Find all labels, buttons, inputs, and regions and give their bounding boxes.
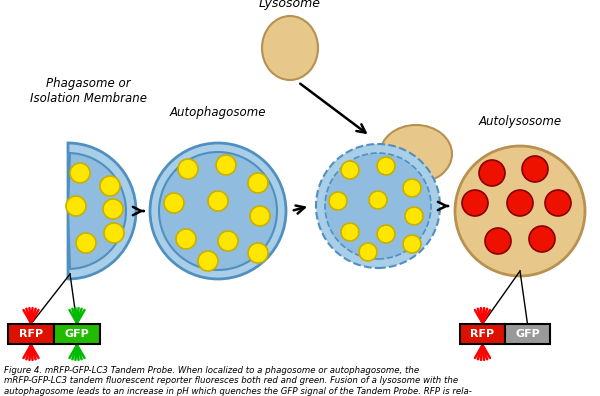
Circle shape <box>164 193 184 213</box>
Circle shape <box>325 153 431 259</box>
Text: GFP: GFP <box>515 329 540 339</box>
Circle shape <box>341 223 359 241</box>
Text: Autophagosome: Autophagosome <box>170 106 266 119</box>
Ellipse shape <box>262 16 318 80</box>
Circle shape <box>462 190 488 216</box>
Circle shape <box>218 231 238 251</box>
Wedge shape <box>68 143 136 279</box>
FancyBboxPatch shape <box>460 324 505 344</box>
Text: RFP: RFP <box>19 329 43 339</box>
Circle shape <box>70 163 90 183</box>
Wedge shape <box>68 153 126 269</box>
Circle shape <box>403 235 421 253</box>
Circle shape <box>216 155 236 175</box>
Circle shape <box>522 156 548 182</box>
Circle shape <box>405 207 423 225</box>
Circle shape <box>248 173 268 193</box>
Circle shape <box>341 161 359 179</box>
Circle shape <box>507 190 533 216</box>
FancyBboxPatch shape <box>8 324 54 344</box>
FancyBboxPatch shape <box>505 324 550 344</box>
Text: Figure 4. mRFP-GFP-LC3 Tandem Probe. When localized to a phagosome or autophagos: Figure 4. mRFP-GFP-LC3 Tandem Probe. Whe… <box>4 366 472 396</box>
Circle shape <box>208 191 228 211</box>
Circle shape <box>377 225 395 243</box>
Circle shape <box>250 206 270 226</box>
Text: RFP: RFP <box>470 329 494 339</box>
Circle shape <box>377 157 395 175</box>
Circle shape <box>248 243 268 263</box>
Text: GFP: GFP <box>65 329 89 339</box>
Circle shape <box>150 143 286 279</box>
Circle shape <box>176 229 196 249</box>
Circle shape <box>103 199 123 219</box>
Circle shape <box>66 196 86 216</box>
Circle shape <box>329 192 347 210</box>
Circle shape <box>159 152 277 270</box>
Circle shape <box>100 176 120 196</box>
Circle shape <box>76 233 96 253</box>
Circle shape <box>455 146 585 276</box>
Text: Lysosome: Lysosome <box>259 0 321 10</box>
Text: Phagasome or
Isolation Membrane: Phagasome or Isolation Membrane <box>29 77 146 105</box>
Circle shape <box>369 191 387 209</box>
FancyBboxPatch shape <box>54 324 100 344</box>
Circle shape <box>104 223 124 243</box>
Circle shape <box>178 159 198 179</box>
Ellipse shape <box>380 125 452 183</box>
Circle shape <box>359 243 377 261</box>
Text: Autolysosome: Autolysosome <box>478 115 562 128</box>
Circle shape <box>545 190 571 216</box>
Circle shape <box>403 179 421 197</box>
Circle shape <box>198 251 218 271</box>
Circle shape <box>316 144 440 268</box>
Circle shape <box>485 228 511 254</box>
Circle shape <box>479 160 505 186</box>
Circle shape <box>529 226 555 252</box>
